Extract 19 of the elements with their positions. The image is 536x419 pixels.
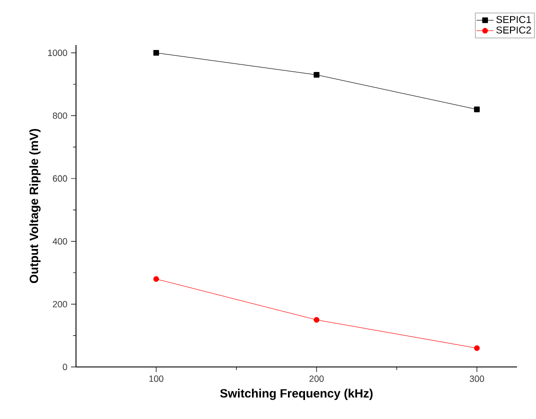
point <box>314 317 320 323</box>
y-axis-title: Output Voltage Ripple (mV) <box>29 129 41 284</box>
legend-label: SEPIC1 <box>496 16 531 24</box>
point <box>153 276 160 282</box>
y-tick-label: 200 <box>52 300 68 308</box>
y-tick-label: 0 <box>62 364 68 370</box>
y-tick-label: 400 <box>52 238 68 245</box>
point <box>314 72 320 78</box>
x-axis-title: Switching Frequency (kHz) <box>220 388 373 400</box>
legend-label: SEPIC2 <box>496 26 531 34</box>
y-tick-label: 1000 <box>48 50 68 56</box>
x-tick-label: 200 <box>309 376 324 382</box>
point <box>153 50 160 56</box>
point <box>474 345 480 351</box>
y-tick-label: 600 <box>52 175 68 182</box>
x-tick-label: 100 <box>149 376 164 382</box>
y-tick-label: 800 <box>52 112 68 119</box>
point <box>474 106 480 112</box>
x-tick-label: 300 <box>470 376 484 382</box>
